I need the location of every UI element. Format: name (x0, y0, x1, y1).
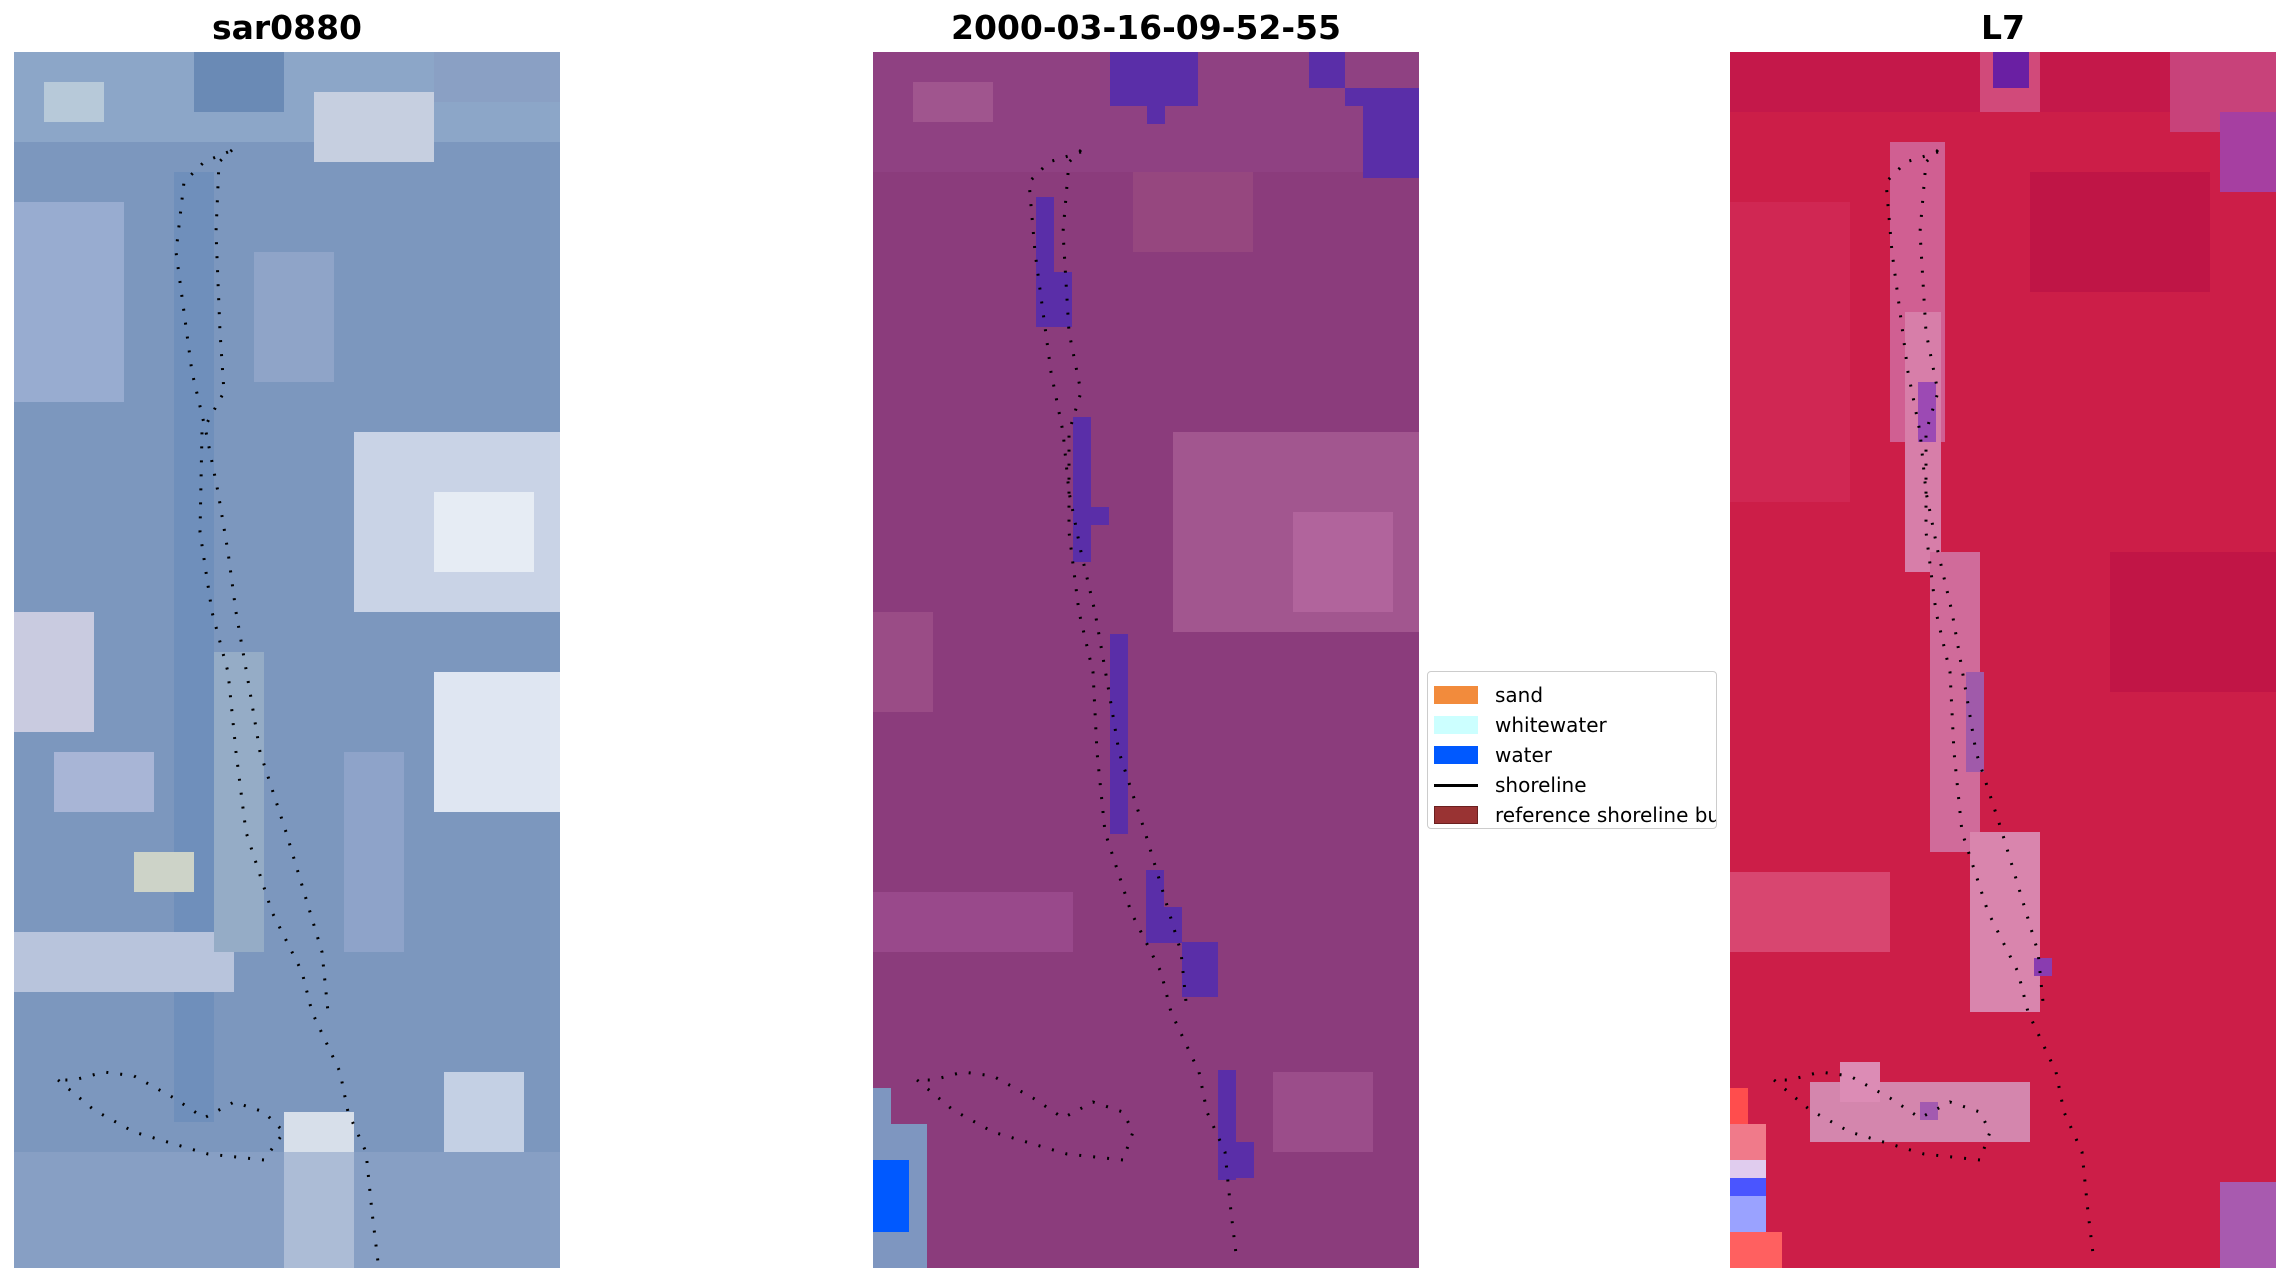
rgb-image (14, 52, 560, 1268)
legend-label-shoreline: shoreline (1495, 773, 1587, 797)
legend-line-shoreline (1434, 784, 1478, 787)
shoreline-b (1027, 150, 1189, 1013)
legend-swatch-reference-buffer (1434, 806, 1478, 824)
index-image-panel (1730, 52, 2276, 1268)
index-image (1730, 52, 2276, 1268)
panel-title-3: L7 (1981, 8, 2025, 47)
legend-swatch-water (1434, 746, 1478, 764)
legend-label-water: water (1495, 743, 1552, 767)
shoreline-b (1884, 150, 2046, 1013)
panel-title-1: sar0880 (211, 8, 363, 47)
legend-swatch-sand (1434, 686, 1478, 704)
legend-label-sand: sand (1495, 683, 1544, 707)
classified-image-panel (873, 52, 1419, 1268)
legend-label-reference-buffer: reference shoreline buffer (1495, 803, 1716, 827)
shoreline-a (198, 148, 380, 1263)
shoreline-b (174, 150, 330, 1013)
legend-swatch-whitewater (1434, 716, 1478, 734)
legend-label-whitewater: whitewater (1495, 713, 1607, 737)
legend: sand whitewater water shoreline referenc… (1427, 671, 1717, 829)
panel-title-2: 2000-03-16-09-52-55 (951, 8, 1341, 47)
rgb-image-panel (14, 52, 560, 1268)
classified-image (873, 52, 1419, 1268)
